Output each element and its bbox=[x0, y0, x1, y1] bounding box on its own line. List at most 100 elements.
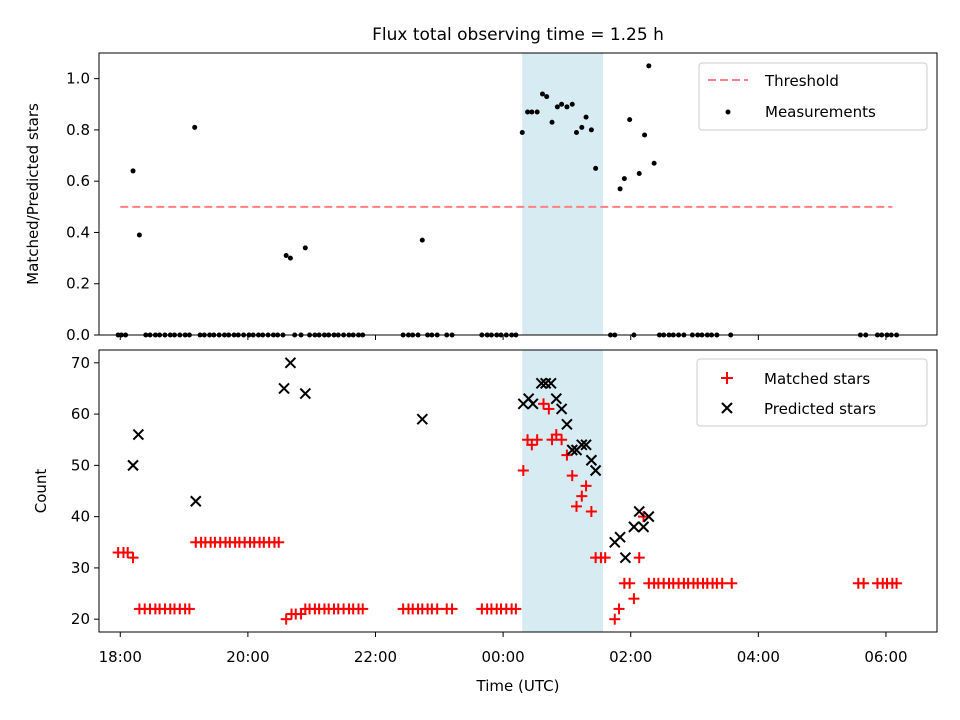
measurement-point bbox=[192, 124, 198, 130]
measurement-point bbox=[283, 253, 289, 259]
y-tick-label: 1.0 bbox=[66, 70, 90, 88]
predicted-star-point bbox=[576, 439, 588, 451]
count-x-ticks: 18:00 20:00 22:00 00:00 02:00 04:00 06:00 bbox=[99, 632, 908, 666]
matched-star-point bbox=[543, 403, 555, 415]
measurement-point bbox=[573, 129, 579, 135]
matched-star-point bbox=[510, 603, 522, 615]
y-tick-label: 50 bbox=[71, 456, 90, 474]
matched-star-point bbox=[431, 603, 443, 615]
matched-star-point bbox=[633, 552, 645, 564]
predicted-star-point bbox=[132, 428, 145, 441]
matched-star-point bbox=[183, 603, 195, 615]
predicted-star-point bbox=[637, 521, 650, 533]
measurement-point bbox=[588, 127, 594, 133]
predicted-star-point bbox=[614, 531, 626, 543]
measurement-point bbox=[617, 186, 623, 192]
ratio-x-ticks bbox=[119, 335, 887, 340]
measurement-point bbox=[636, 170, 642, 176]
predicted-star-point bbox=[561, 418, 573, 431]
predicted-star-point bbox=[628, 521, 640, 533]
measurement-point bbox=[130, 168, 136, 174]
y-tick-label: 30 bbox=[71, 559, 90, 577]
predicted-star-point bbox=[190, 495, 202, 507]
matched-star-point bbox=[609, 613, 621, 625]
matched-star-point bbox=[599, 552, 611, 564]
x-tick-label: 06:00 bbox=[864, 648, 907, 666]
matched-star-point bbox=[273, 536, 285, 548]
chart-title: Flux total observing time = 1.25 h bbox=[372, 25, 664, 45]
y-tick-label: 0.0 bbox=[66, 326, 90, 344]
measurement-point bbox=[621, 176, 627, 182]
matched-star-point bbox=[566, 470, 578, 482]
matched-star-point bbox=[280, 613, 292, 625]
matched-points bbox=[112, 398, 903, 625]
measurement-point bbox=[569, 101, 575, 107]
predicted-star-point bbox=[535, 377, 548, 390]
measurement-point bbox=[544, 94, 550, 100]
x-tick-label: 22:00 bbox=[354, 648, 397, 666]
matched-star-point bbox=[585, 506, 597, 518]
y-tick-label: 0.6 bbox=[66, 172, 90, 190]
count-y-ticks: 20 30 40 50 60 70 bbox=[71, 354, 99, 628]
legend-matched-label: Matched stars bbox=[764, 370, 870, 388]
measurement-point bbox=[419, 237, 425, 243]
measurement-point bbox=[534, 109, 540, 115]
x-tick-label: 04:00 bbox=[737, 648, 780, 666]
measurement-point bbox=[525, 109, 531, 115]
measurement-point bbox=[646, 63, 652, 69]
measurement-point bbox=[583, 114, 589, 120]
predicted-star-point bbox=[545, 377, 557, 390]
legend-predicted-swatch bbox=[721, 402, 733, 414]
y-tick-label: 0.4 bbox=[66, 223, 90, 241]
count-legend: Matched stars Predicted stars bbox=[696, 358, 928, 427]
count-y-axis-label: Count bbox=[32, 469, 50, 514]
predicted-star-point bbox=[416, 413, 428, 425]
count-panel: 20 30 40 50 60 70 18:00 20:00 22:00 00:00 02:00 04… bbox=[32, 349, 938, 695]
matched-star-point bbox=[122, 547, 134, 559]
legend-measurement-label: Measurements bbox=[765, 103, 876, 121]
measurement-point bbox=[136, 232, 142, 238]
predicted-star-point bbox=[127, 459, 139, 472]
count-highlight-span bbox=[522, 350, 604, 632]
measurement-point bbox=[302, 245, 308, 251]
measurement-point bbox=[564, 104, 570, 110]
legend-measurement-swatch bbox=[725, 109, 731, 115]
matched-star-point bbox=[556, 434, 568, 446]
y-tick-label: 60 bbox=[71, 405, 90, 423]
matched-star-point bbox=[726, 577, 738, 589]
legend-predicted-label: Predicted stars bbox=[764, 400, 876, 418]
x-tick-label: 20:00 bbox=[226, 648, 269, 666]
legend-matched-swatch bbox=[721, 372, 733, 384]
matched-star-point bbox=[531, 434, 543, 446]
x-tick-label: 18:00 bbox=[99, 648, 142, 666]
measurement-point bbox=[579, 124, 585, 130]
predicted-star-point bbox=[643, 510, 655, 523]
y-tick-label: 40 bbox=[71, 508, 90, 526]
measurement-point bbox=[593, 165, 599, 171]
predicted-star-point bbox=[527, 398, 539, 410]
predicted-star-point bbox=[589, 464, 602, 477]
matched-star-point bbox=[891, 577, 903, 589]
legend-threshold-label: Threshold bbox=[764, 72, 839, 90]
ratio-plot-frame bbox=[98, 52, 938, 336]
y-tick-label: 0.2 bbox=[66, 275, 90, 293]
count-plot-frame bbox=[98, 349, 938, 633]
predicted-star-point bbox=[585, 454, 598, 466]
y-tick-label: 20 bbox=[71, 610, 90, 628]
predicted-star-point bbox=[550, 393, 562, 405]
matched-star-point bbox=[613, 603, 625, 615]
predicted-star-point bbox=[580, 439, 592, 451]
predicted-star-point bbox=[299, 387, 312, 400]
ratio-panel: 0.0 0.2 0.4 0.6 0.8 1.0 Matched/Predicted sta… bbox=[24, 52, 938, 344]
matched-star-point bbox=[576, 490, 588, 502]
measurement-point bbox=[559, 101, 565, 107]
predicted-star-point bbox=[633, 505, 645, 518]
matched-star-point bbox=[580, 480, 592, 492]
predicted-points bbox=[127, 357, 655, 564]
x-tick-label: 00:00 bbox=[481, 648, 524, 666]
matched-star-point bbox=[357, 603, 369, 615]
ratio-legend: Threshold Measurements bbox=[698, 62, 928, 131]
matched-star-point bbox=[538, 398, 550, 410]
measurement-point bbox=[519, 129, 525, 135]
